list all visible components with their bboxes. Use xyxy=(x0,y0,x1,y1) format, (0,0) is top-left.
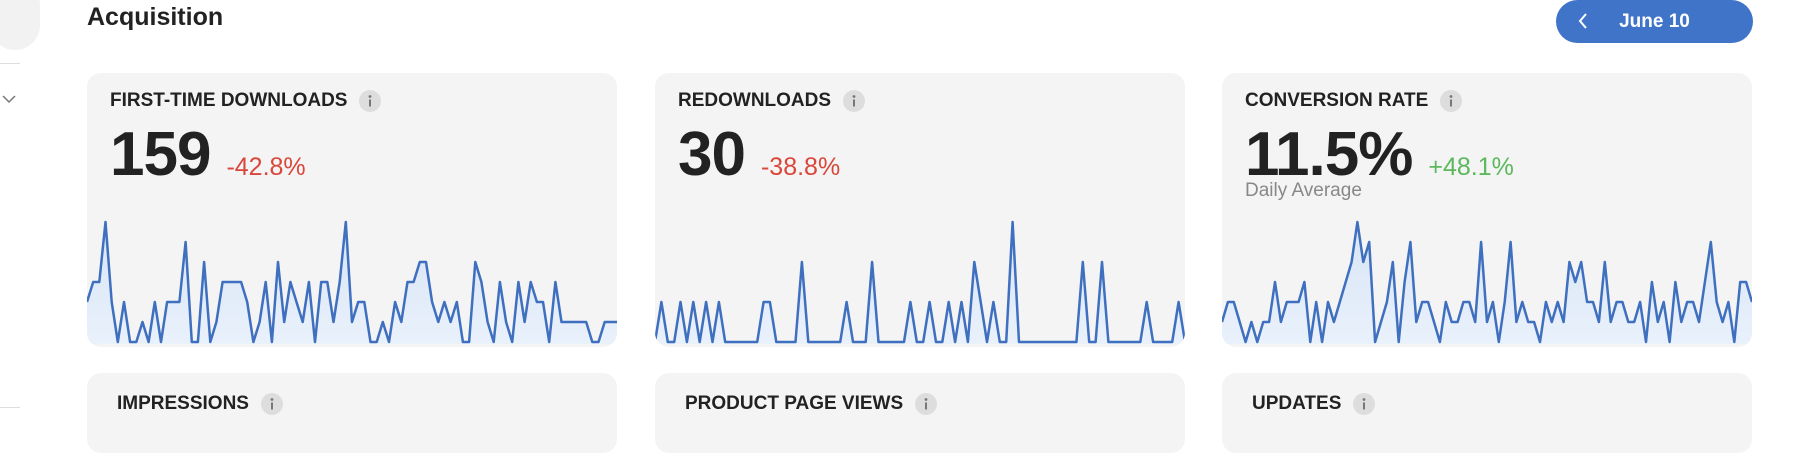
sparkline xyxy=(87,220,617,344)
metric-value: 159 xyxy=(110,120,211,189)
info-bar xyxy=(1363,402,1366,410)
card-title: REDOWNLOADS xyxy=(678,90,832,111)
card-title: UPDATES xyxy=(1252,393,1342,414)
sparkline-line xyxy=(87,220,617,344)
metric-change: -42.8% xyxy=(226,153,306,181)
card-title: PRODUCT PAGE VIEWS xyxy=(685,393,904,414)
date-button[interactable]: June 10 xyxy=(1556,0,1753,43)
divider xyxy=(0,407,20,408)
info-icon[interactable] xyxy=(843,90,866,112)
metric-card: REDOWNLOADS 30 -38.8% xyxy=(655,73,1185,347)
section-title: Acquisition xyxy=(87,3,224,31)
sparkline-area xyxy=(1222,222,1752,344)
info-dot xyxy=(369,95,372,98)
metric-card: IMPRESSIONS xyxy=(87,373,617,453)
info-dot xyxy=(270,398,274,401)
metric-row: 11.5% +48.1% xyxy=(1245,119,1514,190)
card-title-row: REDOWNLOADS xyxy=(678,90,866,112)
card-title-row: UPDATES xyxy=(1252,393,1376,415)
metric-value: 30 xyxy=(678,120,746,189)
info-dot xyxy=(1449,95,1453,98)
metric-card: CONVERSION RATE 11.5% +48.1% Daily Average xyxy=(1222,73,1752,347)
info-bar xyxy=(925,402,928,410)
metric-card: FIRST-TIME DOWNLOADS 159 -42.8% xyxy=(87,73,617,347)
info-icon[interactable] xyxy=(359,90,382,112)
info-icon[interactable] xyxy=(1440,90,1463,112)
info-dot xyxy=(924,398,928,401)
metric-row: 159 -42.8% xyxy=(110,119,306,190)
info-bar xyxy=(270,402,273,410)
card-title-row: PRODUCT PAGE VIEWS xyxy=(685,393,938,415)
back-arrow[interactable] xyxy=(1578,13,1588,29)
card-title: FIRST-TIME DOWNLOADS xyxy=(110,90,348,111)
metric-value: 11.5% xyxy=(1245,120,1413,189)
metric-change: -38.8% xyxy=(760,153,841,181)
metric-card: UPDATES xyxy=(1222,373,1752,453)
card-title: CONVERSION RATE xyxy=(1245,90,1429,111)
info-icon[interactable] xyxy=(260,393,283,415)
date-label: June 10 xyxy=(1619,10,1690,32)
metric-card: PRODUCT PAGE VIEWS xyxy=(655,373,1185,453)
sparkline-area xyxy=(87,222,617,344)
info-dot xyxy=(852,95,856,98)
info-dot xyxy=(1362,398,1366,401)
info-icon[interactable] xyxy=(915,393,938,415)
sparkline-line xyxy=(655,220,1185,344)
card-title-row: IMPRESSIONS xyxy=(117,393,283,415)
info-icon[interactable] xyxy=(1353,393,1376,415)
page: Acquisition June 10 FIRST-TIME DOWNLOADS… xyxy=(0,0,1753,453)
sparkline-line xyxy=(1222,220,1752,344)
sparkline xyxy=(655,220,1185,344)
card-title-row: FIRST-TIME DOWNLOADS xyxy=(110,90,382,112)
metric-row: 30 -38.8% xyxy=(678,119,840,190)
chevron[interactable] xyxy=(2,94,16,104)
card-title-row: CONVERSION RATE xyxy=(1245,90,1463,112)
divider xyxy=(0,63,20,64)
sidebar-item[interactable] xyxy=(0,0,40,50)
metric-subtitle: Daily Average xyxy=(1245,180,1362,201)
info-bar xyxy=(369,99,372,107)
sparkline-area xyxy=(655,222,1185,344)
card-title: IMPRESSIONS xyxy=(117,393,249,414)
info-bar xyxy=(1450,99,1453,107)
sparkline xyxy=(1222,220,1752,344)
info-bar xyxy=(853,99,856,107)
metric-change: +48.1% xyxy=(1428,153,1514,181)
